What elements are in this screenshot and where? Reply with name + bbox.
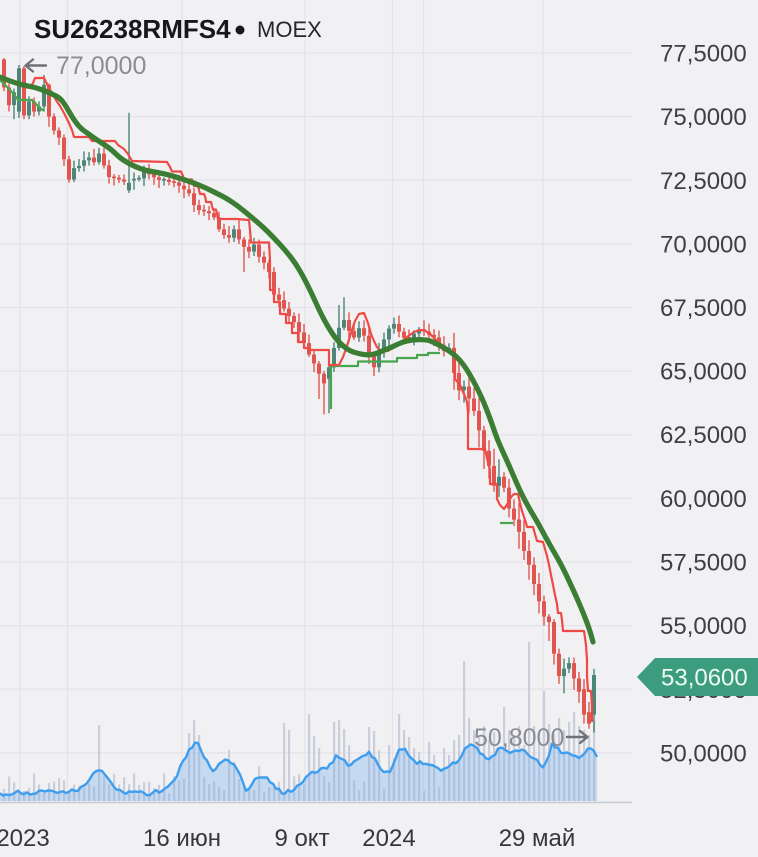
svg-text:75,0000: 75,0000	[660, 104, 747, 131]
svg-text:9 окт: 9 окт	[274, 825, 329, 852]
svg-text:SU26238RMFS4: SU26238RMFS4	[34, 14, 231, 44]
svg-text:2024: 2024	[362, 825, 415, 852]
svg-text:67,5000: 67,5000	[660, 295, 747, 322]
svg-text:16 июн: 16 июн	[143, 825, 221, 852]
svg-text:50,8000: 50,8000	[474, 724, 564, 752]
svg-text:77,5000: 77,5000	[660, 41, 747, 68]
svg-text:29 май: 29 май	[499, 825, 576, 852]
svg-text:MOEX: MOEX	[257, 17, 322, 42]
svg-text:77,0000: 77,0000	[56, 52, 146, 80]
svg-text:55,0000: 55,0000	[660, 613, 747, 640]
svg-text:62,5000: 62,5000	[660, 422, 747, 449]
svg-text:72,5000: 72,5000	[660, 168, 747, 195]
svg-text:57,5000: 57,5000	[660, 550, 747, 577]
svg-text:50,0000: 50,0000	[660, 740, 747, 767]
svg-text:65,0000: 65,0000	[660, 359, 747, 386]
svg-text:70,0000: 70,0000	[660, 231, 747, 258]
svg-text:2023: 2023	[0, 825, 50, 852]
svg-text:60,0000: 60,0000	[660, 486, 747, 513]
svg-text:53,0600: 53,0600	[661, 665, 748, 692]
